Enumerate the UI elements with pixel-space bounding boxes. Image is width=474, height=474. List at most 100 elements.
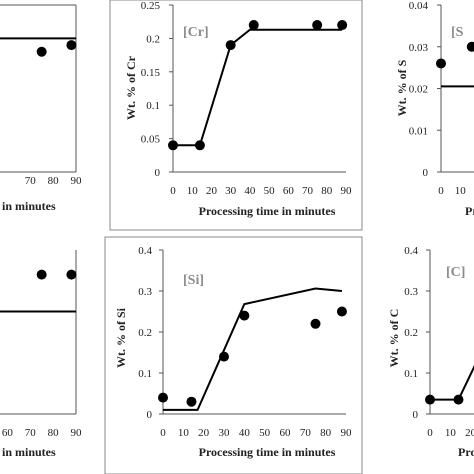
- y-tick-label: 0.2: [138, 327, 152, 339]
- data-point: [466, 41, 474, 52]
- x-tick-label: 90: [71, 175, 83, 187]
- data-point: [425, 394, 435, 405]
- panel-label: [S: [451, 25, 464, 40]
- x-tick-label: 40: [244, 185, 256, 197]
- y-tick-label: 0.02: [409, 84, 428, 96]
- y-tick-label: 0: [147, 409, 153, 421]
- data-point: [158, 392, 168, 403]
- data-point: [248, 20, 259, 31]
- data-point: [310, 318, 321, 329]
- x-tick-label: 0: [170, 185, 176, 197]
- x-tick-label: 60: [280, 427, 292, 439]
- panel-bottom-left: 60 70 80 90 ime in minutes: [0, 250, 82, 459]
- panel-c: 0 0.1 0.2 0.3 0.4 0 10 20 Proce Wt. % of C [C]: [387, 245, 474, 459]
- x-axis-label: Processing time in minutes: [199, 445, 336, 459]
- y-tick-label: 0.15: [141, 67, 161, 79]
- panel-frame: [109, 0, 363, 231]
- data-point: [168, 140, 178, 151]
- x-tick-label: 90: [71, 427, 83, 439]
- x-axis-label: Proc: [465, 204, 474, 218]
- y-axis-label: Wt. % of C: [387, 309, 401, 368]
- y-axis-label: Wt. % of S: [395, 59, 409, 116]
- x-tick-label: 70: [300, 427, 312, 439]
- x-tick-label: 80: [48, 175, 60, 187]
- model-line: [163, 287, 343, 411]
- x-tick-label: 80: [48, 427, 60, 439]
- x-tick-label: 0: [160, 427, 166, 439]
- x-tick-label: 30: [225, 185, 237, 197]
- y-tick-label: 0.25: [141, 0, 161, 12]
- y-tick-label: 0.2: [146, 33, 160, 45]
- data-point: [312, 20, 323, 31]
- panel-si: 0 0.1 0.2 0.3 0.4 0 10 20 30 40 50 60 70 80 90 Processi…: [104, 236, 363, 474]
- y-tick-label: 0.2: [404, 327, 418, 339]
- y-tick-label: 0.4: [404, 245, 418, 257]
- data-point: [194, 140, 205, 151]
- x-tick-label: 70: [25, 427, 37, 439]
- x-tick-label: 90: [341, 185, 353, 197]
- x-tick-label: 50: [259, 427, 271, 439]
- model-line: [0, 37, 76, 40]
- data-point: [36, 46, 47, 57]
- data-point: [225, 40, 236, 51]
- y-tick-label: 0.05: [141, 134, 161, 146]
- x-tick-label: 10: [455, 185, 467, 197]
- y-tick-label: 0.3: [138, 286, 152, 298]
- x-tick-label: 0: [427, 427, 433, 439]
- data-point: [239, 310, 250, 321]
- y-tick-label: 0.1: [404, 368, 418, 380]
- x-tick-label: 30: [219, 427, 231, 439]
- x-tick-label: 10: [187, 185, 199, 197]
- y-tick-label: 0.03: [409, 42, 429, 54]
- x-tick-label: 50: [264, 185, 276, 197]
- x-tick-label: 70: [25, 175, 37, 187]
- model-line: [441, 85, 474, 88]
- data-point: [186, 396, 197, 407]
- y-tick-label: 0.01: [409, 125, 428, 137]
- x-tick-label: 20: [465, 427, 474, 439]
- x-tick-label: 10: [178, 427, 190, 439]
- y-tick-label: 0: [413, 409, 419, 421]
- x-axis-label: Processing time in minutes: [199, 204, 336, 218]
- panel-s: 00.010.020.030.0401020ProcWt. % of S[S: [395, 0, 474, 218]
- x-axis-label: Proce: [458, 445, 474, 459]
- y-tick-label: 0.3: [404, 286, 418, 298]
- x-tick-label: 80: [320, 427, 332, 439]
- panel-label: [Si]: [183, 273, 204, 288]
- data-point: [336, 306, 347, 317]
- x-tick-label: 90: [341, 427, 353, 439]
- y-tick-label: 0: [423, 167, 429, 179]
- x-axis-label: ime in minutes: [0, 199, 56, 213]
- x-tick-label: 40: [239, 427, 251, 439]
- x-tick-label: 80: [321, 185, 333, 197]
- y-tick-label: 0: [155, 167, 161, 179]
- data-point: [453, 394, 464, 405]
- panel-top-left: 70 80 90 ime in minutes: [0, 4, 83, 213]
- panel-label: [Cr]: [183, 25, 209, 40]
- y-axis-label: Wt. % of Cr: [124, 55, 138, 120]
- x-tick-label: 10: [445, 427, 457, 439]
- data-point: [66, 269, 77, 280]
- data-point: [337, 20, 348, 31]
- y-tick-label: 0.1: [146, 100, 160, 112]
- x-tick-label: 20: [206, 185, 218, 197]
- y-tick-label: 0.4: [138, 245, 152, 257]
- x-tick-label: 60: [2, 427, 14, 439]
- x-tick-label: 0: [438, 185, 444, 197]
- x-tick-label: 60: [283, 185, 295, 197]
- y-axis-label: Wt. % of Si: [114, 307, 128, 368]
- y-tick-label: 0.04: [409, 0, 429, 12]
- data-point: [36, 269, 47, 280]
- panel-label: [C]: [446, 265, 465, 280]
- data-point: [219, 351, 229, 362]
- panel-frame: [104, 236, 363, 474]
- model-line: [430, 365, 474, 401]
- data-point: [436, 58, 446, 69]
- x-axis-label: ime in minutes: [0, 445, 56, 459]
- x-tick-label: 20: [198, 427, 210, 439]
- panel-cr: 0 0.05 0.1 0.15 0.2 0.25 0 10 20 30 40 50 60 70 80 90 Pr…: [109, 0, 363, 231]
- data-point: [66, 40, 77, 51]
- y-tick-label: 0.1: [138, 368, 152, 380]
- model-line: [173, 28, 343, 147]
